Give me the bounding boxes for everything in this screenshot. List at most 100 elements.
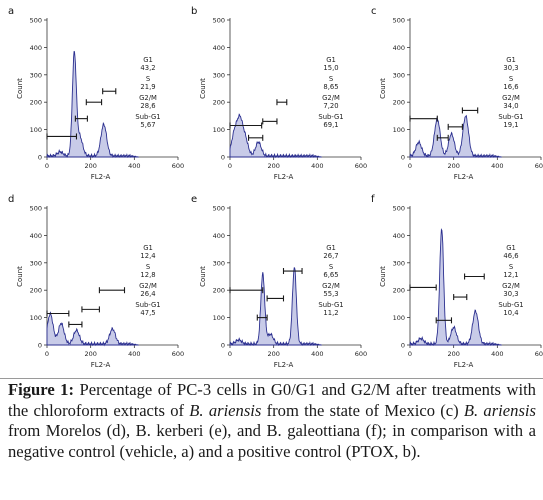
- stat-value: 69,1: [323, 121, 338, 129]
- x-axis-title: FL2-A: [274, 361, 294, 369]
- y-axis-title: Count: [199, 78, 207, 99]
- x-tick-label: 400: [128, 350, 140, 358]
- histogram-area: [409, 228, 502, 347]
- caption-text-1: Percentage of PC-3 cells in G0/G1 and G2…: [8, 380, 536, 420]
- y-tick-label: 100: [213, 314, 225, 322]
- x-tick-label: 400: [491, 350, 503, 358]
- stat-value: 46,6: [503, 252, 518, 260]
- y-tick-label: 300: [213, 71, 225, 79]
- stat-label: G2/M: [139, 94, 157, 102]
- y-tick-label: 0: [38, 154, 42, 162]
- stat-value: 47,5: [140, 309, 155, 317]
- stat-value: 34,0: [503, 102, 518, 110]
- y-tick-label: 100: [393, 314, 405, 322]
- y-tick-label: 500: [30, 17, 42, 25]
- stat-label: S: [146, 75, 150, 83]
- y-tick-label: 300: [213, 259, 225, 267]
- stat-label: Sub-G1: [318, 113, 343, 121]
- x-tick-label: 400: [311, 162, 323, 170]
- stat-label: S: [509, 75, 513, 83]
- y-tick-label: 200: [393, 287, 405, 295]
- stat-value: 5,67: [140, 121, 155, 129]
- stat-label: G1: [506, 244, 516, 252]
- x-tick-label: 200: [84, 350, 96, 358]
- stat-label: G1: [326, 244, 336, 252]
- panel-f: f 0 100 200 300 400 500 0 200 400 600 FL2-A Count G14…: [371, 194, 543, 369]
- panel-b: b 0 100 200 300 400 500 0 200 400 600 FL2-A Count G11…: [191, 6, 367, 181]
- stat-label: S: [329, 263, 333, 271]
- histogram-area: [229, 113, 322, 159]
- panel-letter: f: [371, 194, 375, 205]
- x-tick-label: 200: [447, 350, 459, 358]
- x-tick-label: 400: [311, 350, 323, 358]
- x-tick-label: 200: [447, 162, 459, 170]
- y-axis-title: Count: [199, 266, 207, 287]
- y-tick-label: 200: [393, 99, 405, 107]
- stat-label: G1: [143, 56, 153, 64]
- stat-label: G2/M: [502, 282, 520, 290]
- stat-label: Sub-G1: [135, 113, 160, 121]
- histogram-area: [46, 311, 139, 347]
- caption-label: Figure 1:: [8, 380, 74, 399]
- panel-letter: d: [8, 194, 14, 205]
- stat-value: 8,65: [323, 83, 338, 91]
- x-tick-label: 200: [267, 350, 279, 358]
- stat-value: 55,3: [323, 290, 338, 298]
- x-tick-label: 600: [535, 350, 543, 358]
- stat-value: 12,4: [140, 252, 155, 260]
- y-axis-title: Count: [16, 266, 24, 287]
- stat-value: 12,1: [503, 271, 518, 279]
- x-axis-title: FL2-A: [91, 361, 111, 369]
- panel-c: c01002003004005000200400600FL2-ACountG13…: [371, 6, 543, 181]
- y-tick-label: 300: [393, 71, 405, 79]
- caption-species-1: B. ariensis: [189, 400, 262, 420]
- y-tick-label: 100: [213, 126, 225, 134]
- y-tick-label: 300: [30, 71, 42, 79]
- stat-value: 11,2: [323, 309, 338, 317]
- stat-value: 26,4: [140, 290, 155, 298]
- histogram-area: [46, 50, 139, 159]
- stat-value: 15,0: [323, 64, 338, 72]
- stat-label: G2/M: [322, 94, 340, 102]
- panel-letter: e: [191, 194, 197, 205]
- stat-label: G1: [143, 244, 153, 252]
- stat-value: 12,8: [140, 271, 155, 279]
- x-tick-label: 200: [267, 162, 279, 170]
- x-tick-label: 0: [408, 162, 412, 170]
- y-tick-label: 0: [38, 342, 42, 350]
- y-tick-label: 200: [213, 287, 225, 295]
- caption-divider: [0, 378, 543, 500]
- stat-label: G1: [326, 56, 336, 64]
- x-tick-label: 0: [45, 162, 49, 170]
- x-axis-title: FL2-A: [454, 361, 474, 369]
- x-tick-label: 600: [355, 350, 367, 358]
- stat-value: 6,65: [323, 271, 338, 279]
- y-tick-label: 500: [213, 205, 225, 213]
- y-tick-label: 400: [30, 44, 42, 52]
- stat-value: 7,20: [323, 102, 338, 110]
- stat-label: G2/M: [322, 282, 340, 290]
- stat-label: S: [329, 75, 333, 83]
- stat-label: Sub-G1: [135, 301, 160, 309]
- x-tick-label: 0: [45, 350, 49, 358]
- y-tick-label: 400: [213, 44, 225, 52]
- x-tick-label: 400: [128, 162, 140, 170]
- stat-label: G1: [506, 56, 516, 64]
- y-tick-label: 400: [213, 232, 225, 240]
- y-tick-label: 0: [401, 154, 405, 162]
- y-tick-label: 300: [393, 259, 405, 267]
- stat-label: Sub-G1: [498, 113, 523, 121]
- panel-letter: c: [371, 6, 377, 17]
- histogram-area: [229, 267, 322, 347]
- stat-value: 10,4: [503, 309, 518, 317]
- y-tick-label: 500: [393, 17, 405, 25]
- x-tick-label: 0: [228, 350, 232, 358]
- y-tick-label: 400: [30, 232, 42, 240]
- stat-label: S: [509, 263, 513, 271]
- x-tick-label: 600: [535, 162, 543, 170]
- x-tick-label: 0: [228, 162, 232, 170]
- caption-species-2: B. ariensis: [463, 400, 536, 420]
- x-tick-label: 600: [172, 162, 184, 170]
